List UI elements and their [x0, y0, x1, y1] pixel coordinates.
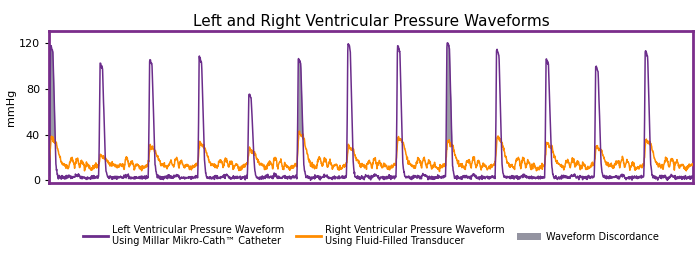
Legend: Left Ventricular Pressure Waveform
Using Millar Mikro-Cath™ Catheter, Right Vent: Left Ventricular Pressure Waveform Using…: [79, 221, 663, 250]
Y-axis label: mmHg: mmHg: [6, 88, 16, 126]
Title: Left and Right Ventricular Pressure Waveforms: Left and Right Ventricular Pressure Wave…: [193, 14, 550, 29]
